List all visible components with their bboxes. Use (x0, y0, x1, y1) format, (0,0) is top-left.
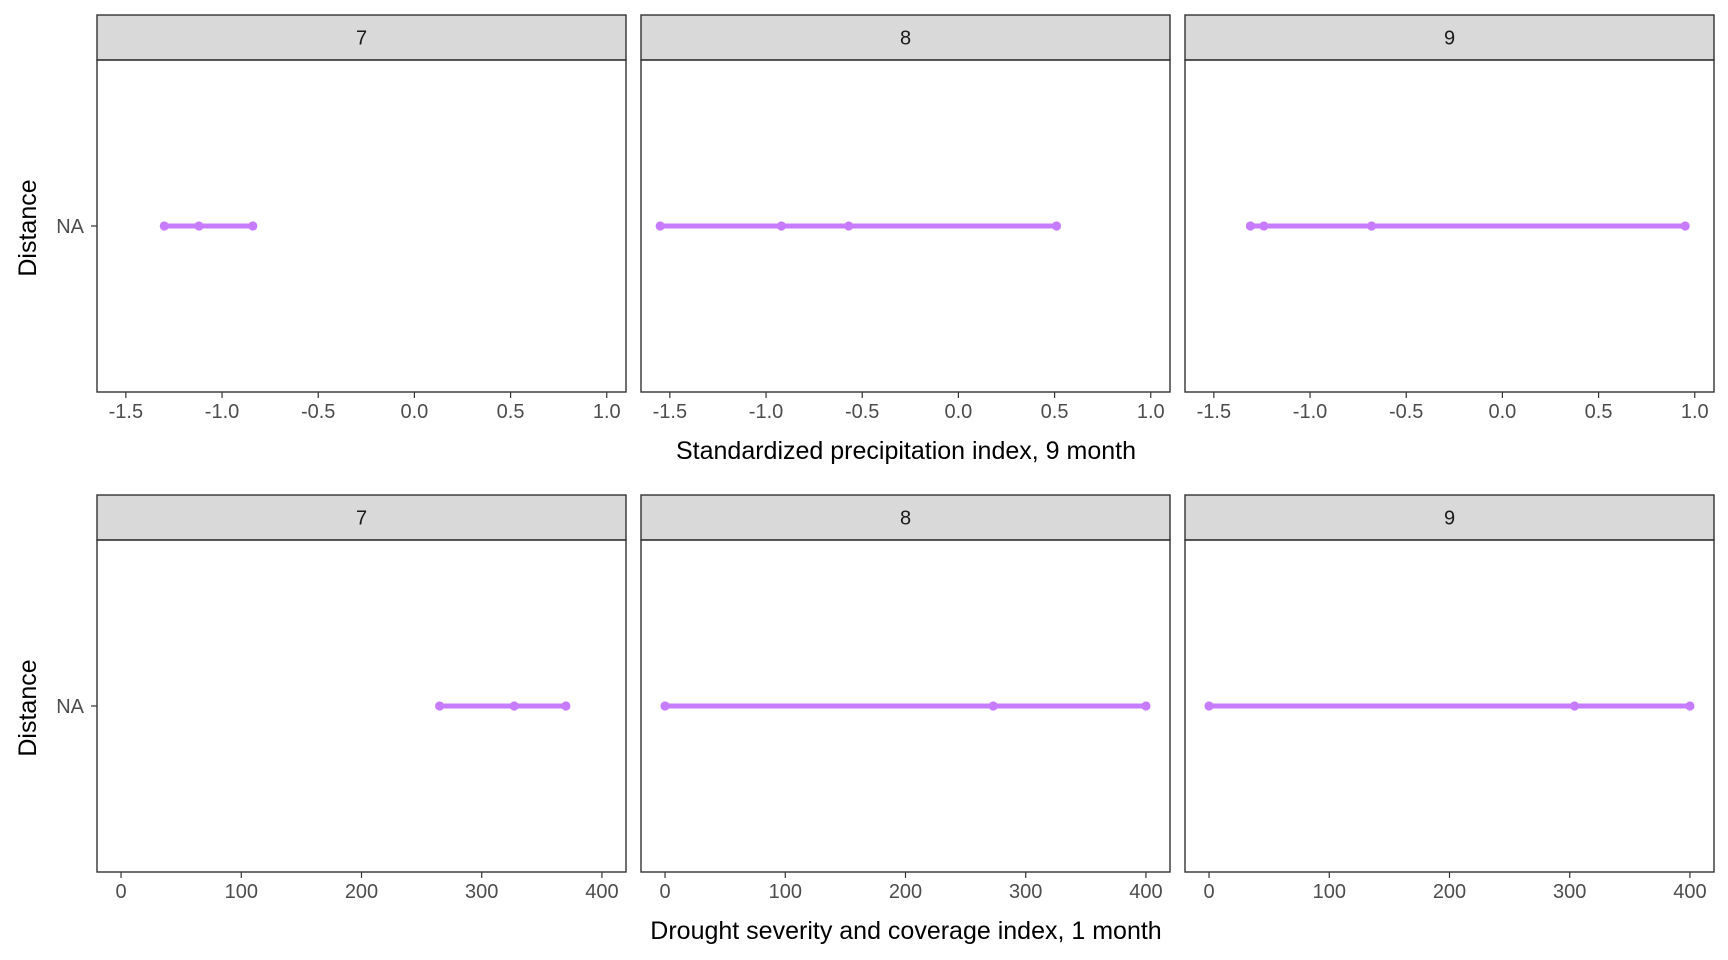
x-tick-label: 0 (115, 881, 126, 903)
facet-strip-label: 7 (356, 508, 367, 530)
data-point (844, 221, 854, 231)
data-point (660, 701, 670, 711)
x-tick-label: 0.0 (400, 401, 428, 423)
data-point (1051, 221, 1062, 231)
data-point (248, 221, 258, 231)
x-tick-label: 1.0 (1681, 401, 1709, 423)
x-tick-label: 400 (1129, 881, 1162, 903)
data-point (988, 701, 998, 711)
data-point (561, 701, 571, 711)
x-tick-label: 300 (1009, 881, 1042, 903)
x-tick-label: -0.5 (301, 401, 335, 423)
facet-strip-label: 9 (1444, 508, 1455, 530)
x-tick-label: 200 (1433, 881, 1466, 903)
x-tick-label: -0.5 (1389, 401, 1423, 423)
x-axis-title-row-2: Drought severity and coverage index, 1 m… (650, 917, 1161, 945)
data-point (1680, 221, 1690, 231)
panel-row-2-8: 8 0 100 200 300 400 (640, 494, 1171, 903)
data-point (509, 701, 519, 711)
x-tick-label: 1.0 (1137, 401, 1165, 423)
panel-border (640, 59, 1171, 393)
data-point (159, 221, 169, 231)
facet-strip-label: 8 (900, 508, 911, 530)
x-tick-label: 0 (1203, 881, 1214, 903)
x-tick-label: 0.5 (1585, 401, 1613, 423)
x-tick-label: -1.5 (109, 401, 143, 423)
facet-strip (640, 14, 1171, 61)
facet-strip (96, 14, 627, 61)
facet-strip (1184, 14, 1715, 61)
x-tick-label: -1.5 (1197, 401, 1231, 423)
data-point (655, 221, 665, 231)
x-tick-label: 400 (585, 881, 618, 903)
x-tick-label: 100 (225, 881, 258, 903)
panel-row-1-7: 7 -1.5 -1.0 -0.5 0.0 0.5 1.0 NA (56, 14, 627, 423)
x-tick-label: 0.5 (1041, 401, 1069, 423)
x-tick-label: 100 (1313, 881, 1346, 903)
y-axis-title-row-1: Distance (14, 179, 42, 276)
data-point (1204, 701, 1214, 711)
facet-strip-label: 7 (356, 28, 367, 50)
data-point (194, 221, 204, 231)
x-tick-label: 200 (889, 881, 922, 903)
panel-border (1184, 59, 1715, 393)
x-tick-label: 100 (769, 881, 802, 903)
panel-row-1-8: 8 -1.5 -1.0 -0.5 0.0 0.5 1.0 (640, 14, 1171, 423)
panel-row-1-9: 9 -1.5 -1.0 -0.5 0.0 0.5 1.0 (1184, 14, 1715, 423)
data-point (1569, 701, 1580, 711)
panel-row-2-7: 7 0 100 200 300 400 NA (56, 494, 627, 903)
data-point (1259, 221, 1269, 231)
x-tick-label: 0 (659, 881, 670, 903)
panels-layer: 7 -1.5 -1.0 -0.5 0.0 0.5 1.0 NA 8 -1.5 -1.0 -0.5 0.0… (56, 14, 1715, 903)
x-tick-label: 200 (345, 881, 378, 903)
facet-strip (640, 494, 1171, 541)
x-tick-label: 0.0 (1488, 401, 1516, 423)
panel-row-2-9: 9 0 100 200 300 400 (1184, 494, 1715, 903)
x-tick-label: -1.0 (1293, 401, 1327, 423)
facet-strip-label: 9 (1444, 28, 1455, 50)
facet-strip (96, 494, 627, 541)
data-point (1141, 701, 1151, 711)
data-point (1366, 221, 1377, 231)
y-tick-label: NA (56, 216, 84, 238)
data-point (776, 221, 787, 231)
x-tick-label: 0.5 (497, 401, 525, 423)
data-point (1685, 701, 1695, 711)
x-tick-label: 1.0 (593, 401, 621, 423)
facet-strip (1184, 494, 1715, 541)
x-tick-label: 0.0 (944, 401, 972, 423)
facet-strip-label: 8 (900, 28, 911, 50)
x-tick-label: 300 (465, 881, 498, 903)
x-axis-title-row-1: Standardized precipitation index, 9 mont… (676, 437, 1136, 465)
y-axis-title-row-2: Distance (14, 659, 42, 756)
x-tick-label: -1.0 (205, 401, 239, 423)
data-point (1245, 221, 1256, 231)
y-tick-label: NA (56, 696, 84, 718)
x-tick-label: -0.5 (845, 401, 879, 423)
x-tick-label: -1.0 (749, 401, 783, 423)
x-tick-label: 300 (1553, 881, 1586, 903)
x-tick-label: 400 (1673, 881, 1706, 903)
data-point (435, 701, 445, 711)
x-tick-label: -1.5 (653, 401, 687, 423)
